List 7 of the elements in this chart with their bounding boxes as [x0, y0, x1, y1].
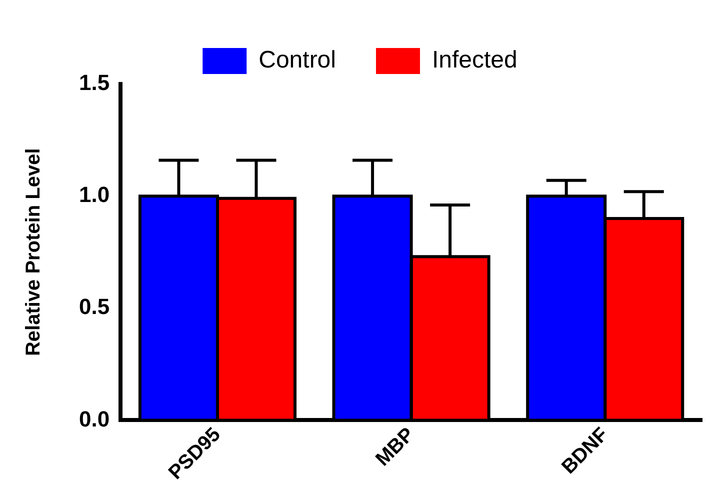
legend-label: Control	[258, 46, 336, 74]
y-tick-label: 1.5	[78, 70, 110, 96]
y-tick-label: 0.0	[78, 406, 110, 432]
legend-label: Infected	[432, 46, 518, 74]
y-tick-label: 0.5	[78, 294, 110, 320]
y-tick-label: 1.0	[78, 182, 110, 208]
y-axis-title: Relative Protein Level	[22, 148, 45, 356]
